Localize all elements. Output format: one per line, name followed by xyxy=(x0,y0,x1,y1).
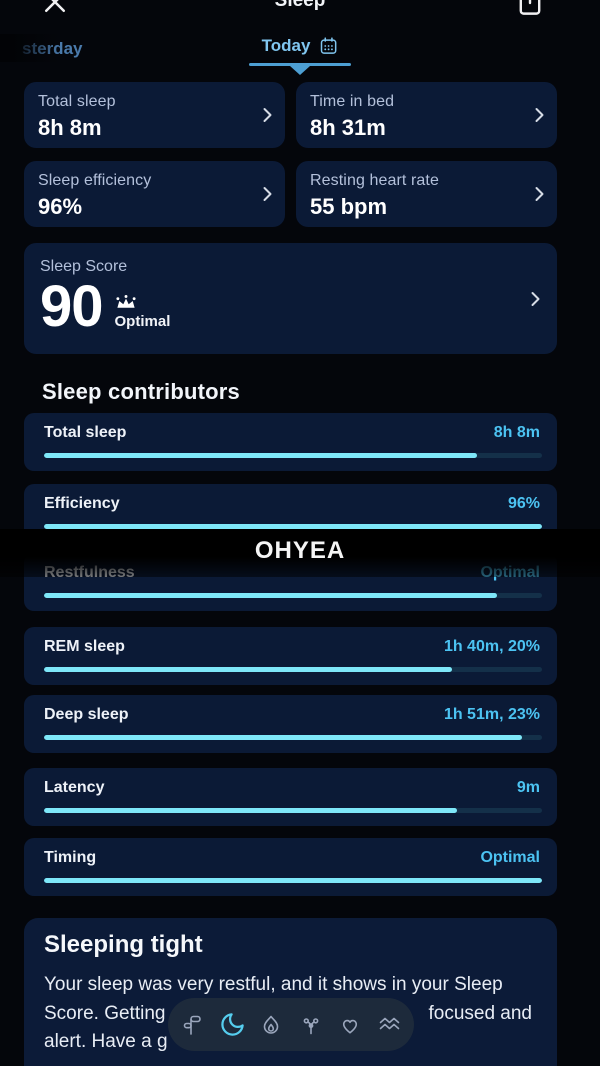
close-icon xyxy=(40,0,70,17)
contributors-heading: Sleep contributors xyxy=(42,379,240,404)
progress-fill xyxy=(44,808,458,813)
contributor-label: REM sleep xyxy=(44,638,125,655)
insight-line: alert. Have a g xyxy=(44,1031,168,1052)
progress-fill xyxy=(44,735,523,740)
chevron-right-icon xyxy=(527,182,551,206)
crown-icon xyxy=(115,294,137,310)
card-label: Resting heart rate xyxy=(310,172,439,189)
card-value: 8h 31m xyxy=(310,115,386,140)
progress-track xyxy=(44,735,542,740)
progress-fill xyxy=(44,453,478,458)
contributor-value: Optimal xyxy=(480,849,540,866)
contributor-value: 8h 8m xyxy=(493,424,540,441)
contributor-value: 1h 40m, 20% xyxy=(443,638,540,655)
ohyea-overlay-text: OHYEA xyxy=(0,529,600,577)
progress-track xyxy=(44,878,542,883)
progress-fill xyxy=(44,667,453,672)
tab-indicator-line xyxy=(249,63,351,66)
nav-activity-flame-icon[interactable] xyxy=(257,1011,285,1039)
chevron-right-icon xyxy=(255,103,279,127)
contributor-value: 96% xyxy=(507,495,540,512)
contributor-row-latency[interactable]: Latency 9m xyxy=(24,768,557,826)
contributor-label: Deep sleep xyxy=(44,706,129,723)
nav-today-sprout-icon[interactable] xyxy=(179,1011,207,1039)
bottom-nav-pill xyxy=(168,998,414,1051)
insight-line: Your sleep was very restful, and it show… xyxy=(44,974,503,995)
progress-fill xyxy=(44,593,498,598)
chevron-right-icon xyxy=(527,103,551,127)
nav-sleep-moon-icon[interactable] xyxy=(218,1011,246,1039)
share-button[interactable] xyxy=(513,0,547,20)
progress-track xyxy=(44,453,542,458)
card-label: Sleep efficiency xyxy=(38,172,152,189)
tab-today[interactable]: Today xyxy=(262,36,339,56)
contributor-label: Latency xyxy=(44,779,105,796)
sleep-score-value: 90 xyxy=(40,274,104,339)
card-sleep-efficiency[interactable]: Sleep efficiency 96% xyxy=(24,161,285,227)
contributor-label: Total sleep xyxy=(44,424,127,441)
calendar-icon xyxy=(318,36,338,56)
contributor-row-total-sleep[interactable]: Total sleep 8h 8m xyxy=(24,413,557,471)
card-total-sleep[interactable]: Total sleep 8h 8m xyxy=(24,82,285,148)
progress-track xyxy=(44,667,542,672)
progress-track xyxy=(44,524,542,529)
card-resting-heart-rate[interactable]: Resting heart rate 55 bpm xyxy=(296,161,557,227)
nav-stress-waves-icon[interactable] xyxy=(375,1011,403,1039)
insight-heading: Sleeping tight xyxy=(44,931,203,958)
contributor-value: 1h 51m, 23% xyxy=(443,706,540,723)
summary-grid: Total sleep 8h 8m Time in bed 8h 31m Sle… xyxy=(24,82,557,227)
contributor-row-rem-sleep[interactable]: REM sleep 1h 40m, 20% xyxy=(24,627,557,685)
close-button[interactable] xyxy=(40,0,70,17)
sleep-score-card[interactable]: Sleep Score 90 Optimal xyxy=(24,243,557,354)
contributor-value: 9m xyxy=(516,779,540,796)
card-value: 8h 8m xyxy=(38,115,102,140)
insight-body: Your sleep was very restful, and it show… xyxy=(44,971,544,1057)
progress-fill xyxy=(44,878,542,883)
nav-heart-icon[interactable] xyxy=(336,1011,364,1039)
tab-today-label: Today xyxy=(261,36,311,55)
sleep-score-label: Sleep Score xyxy=(40,258,128,275)
contributor-label: Timing xyxy=(44,849,97,866)
card-value: 96% xyxy=(38,194,83,219)
nav-cycle-icon[interactable] xyxy=(297,1011,325,1039)
card-label: Time in bed xyxy=(310,93,395,110)
contributor-label: Efficiency xyxy=(44,495,120,512)
tab-indicator-caret xyxy=(290,66,310,75)
share-icon xyxy=(513,0,547,20)
progress-track xyxy=(44,808,542,813)
card-value: 55 bpm xyxy=(310,194,388,219)
card-time-in-bed[interactable]: Time in bed 8h 31m xyxy=(296,82,557,148)
chevron-right-icon xyxy=(255,182,279,206)
progress-track xyxy=(44,593,542,598)
contributor-row-deep-sleep[interactable]: Deep sleep 1h 51m, 23% xyxy=(24,695,557,753)
chevron-right-icon xyxy=(523,287,547,311)
contributor-row-timing[interactable]: Timing Optimal xyxy=(24,838,557,896)
tab-yesterday[interactable]: sterday xyxy=(22,39,83,58)
sleep-score-status: Optimal xyxy=(114,313,171,331)
progress-fill xyxy=(44,524,542,529)
card-label: Total sleep xyxy=(38,93,116,110)
page-title: Sleep xyxy=(274,0,326,11)
insight-line: Score. Getting focused and xyxy=(44,1002,532,1024)
